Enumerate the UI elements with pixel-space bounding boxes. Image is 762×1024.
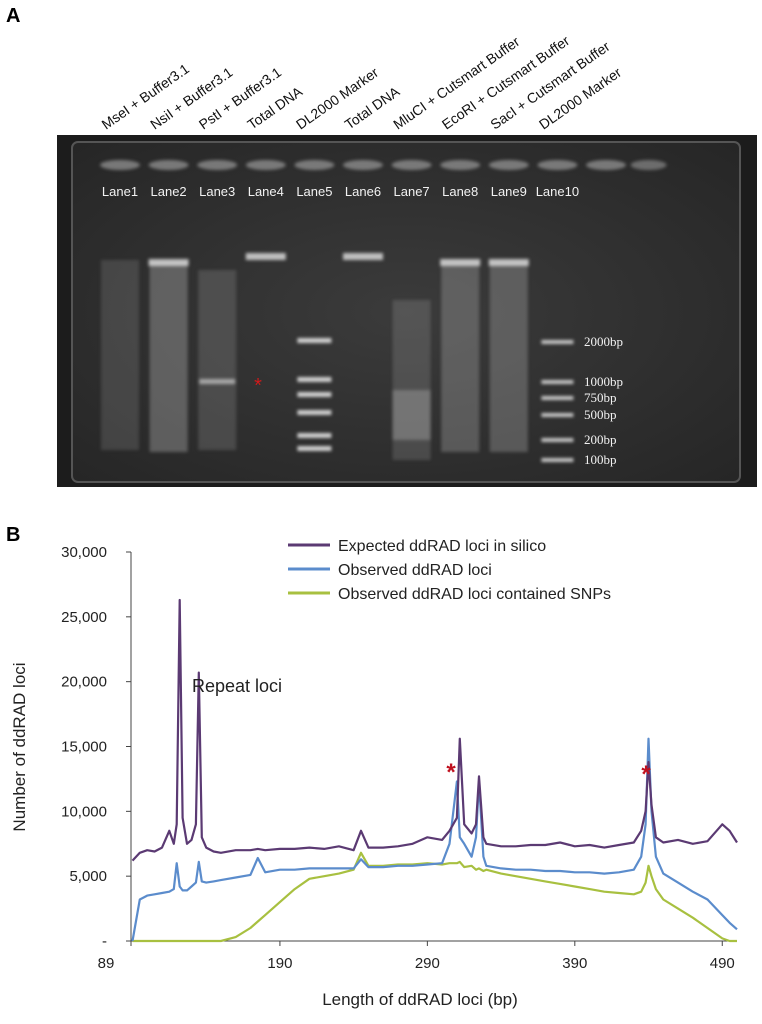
marker-band bbox=[297, 392, 332, 397]
well bbox=[100, 160, 140, 170]
band bbox=[488, 259, 529, 266]
lane-label: Lane8 bbox=[442, 184, 478, 199]
lane-label: Lane5 bbox=[296, 184, 332, 199]
marker-label: 1000bp bbox=[584, 374, 623, 389]
smear bbox=[441, 262, 480, 452]
y-tick-label: 5,000 bbox=[69, 868, 107, 885]
band bbox=[440, 259, 481, 266]
lane-header: NsiI + Buffer3.1 bbox=[147, 64, 236, 133]
lane-label: Lane1 bbox=[102, 184, 138, 199]
marker-band bbox=[297, 410, 332, 415]
panel-label: A bbox=[6, 5, 20, 27]
marker-band bbox=[541, 458, 574, 462]
smear bbox=[101, 260, 139, 450]
marker-label: 500bp bbox=[584, 407, 617, 422]
smear bbox=[392, 390, 431, 440]
well bbox=[586, 160, 626, 170]
marker-band bbox=[297, 433, 332, 438]
marker-label: 200bp bbox=[584, 432, 617, 447]
y-tick-label: - bbox=[102, 933, 107, 950]
y-tick-label: 25,000 bbox=[61, 609, 107, 626]
x-tick-label: 290 bbox=[415, 955, 440, 972]
y-tick-label: 15,000 bbox=[61, 739, 107, 756]
lane-header: DL2000 Marker bbox=[536, 64, 624, 133]
well bbox=[488, 160, 529, 170]
x-tick-label: 89 bbox=[98, 955, 115, 972]
lane-header: DL2000 Marker bbox=[293, 64, 381, 133]
panel-label: B bbox=[6, 524, 20, 546]
marker-band bbox=[541, 340, 574, 344]
marker-band bbox=[541, 413, 574, 417]
well bbox=[630, 160, 667, 170]
annotation: Repeat loci bbox=[192, 676, 282, 696]
legend-label: Observed ddRAD loci contained SNPs bbox=[338, 586, 611, 603]
lane-label: Lane2 bbox=[151, 184, 187, 199]
lane-label: Lane9 bbox=[491, 184, 527, 199]
well bbox=[537, 160, 578, 170]
marker-band bbox=[541, 380, 574, 384]
series-line bbox=[132, 851, 737, 943]
well bbox=[343, 160, 383, 170]
smear bbox=[198, 270, 237, 450]
band bbox=[343, 253, 383, 260]
band bbox=[148, 259, 189, 266]
marker-band bbox=[297, 338, 332, 343]
well bbox=[294, 160, 335, 170]
smear bbox=[149, 262, 188, 452]
x-tick-label: 490 bbox=[710, 955, 735, 972]
legend-label: Expected ddRAD loci in silico bbox=[338, 538, 546, 555]
annotation: * bbox=[641, 761, 651, 788]
well bbox=[197, 160, 238, 170]
y-axis-label: Number of ddRAD loci bbox=[10, 662, 29, 831]
x-axis-label: Length of ddRAD loci (bp) bbox=[322, 990, 518, 1009]
lane-label: Lane6 bbox=[345, 184, 381, 199]
lane-header: PstI + Buffer3.1 bbox=[196, 64, 285, 133]
lane-label: Lane7 bbox=[394, 184, 430, 199]
marker-label: 100bp bbox=[584, 452, 617, 467]
well bbox=[148, 160, 189, 170]
marker-label: 750bp bbox=[584, 390, 617, 405]
lane-header: MseI + Buffer3.1 bbox=[99, 60, 193, 132]
x-tick-label: 190 bbox=[267, 955, 292, 972]
gel-bands bbox=[100, 160, 667, 462]
well bbox=[391, 160, 432, 170]
y-tick-label: 20,000 bbox=[61, 674, 107, 691]
well bbox=[440, 160, 481, 170]
lane-label: Lane3 bbox=[199, 184, 235, 199]
marker-band bbox=[297, 377, 332, 382]
marker-label: 2000bp bbox=[584, 334, 623, 349]
y-tick-label: 30,000 bbox=[61, 544, 107, 561]
well bbox=[245, 160, 286, 170]
band-mark: * bbox=[254, 375, 262, 397]
x-tick-label: 390 bbox=[562, 955, 587, 972]
annotation: * bbox=[446, 759, 456, 786]
y-tick-label: 10,000 bbox=[61, 803, 107, 820]
series-line bbox=[131, 598, 738, 862]
legend-label: Observed ddRAD loci bbox=[338, 562, 492, 579]
band bbox=[245, 253, 286, 260]
marker-band bbox=[541, 396, 574, 400]
smear bbox=[489, 262, 528, 452]
marker-band bbox=[541, 438, 574, 442]
lane-label: Lane4 bbox=[248, 184, 284, 199]
series-line bbox=[131, 737, 738, 942]
marker-band bbox=[297, 446, 332, 451]
lane-label: Lane10 bbox=[536, 184, 579, 199]
band bbox=[199, 379, 236, 384]
